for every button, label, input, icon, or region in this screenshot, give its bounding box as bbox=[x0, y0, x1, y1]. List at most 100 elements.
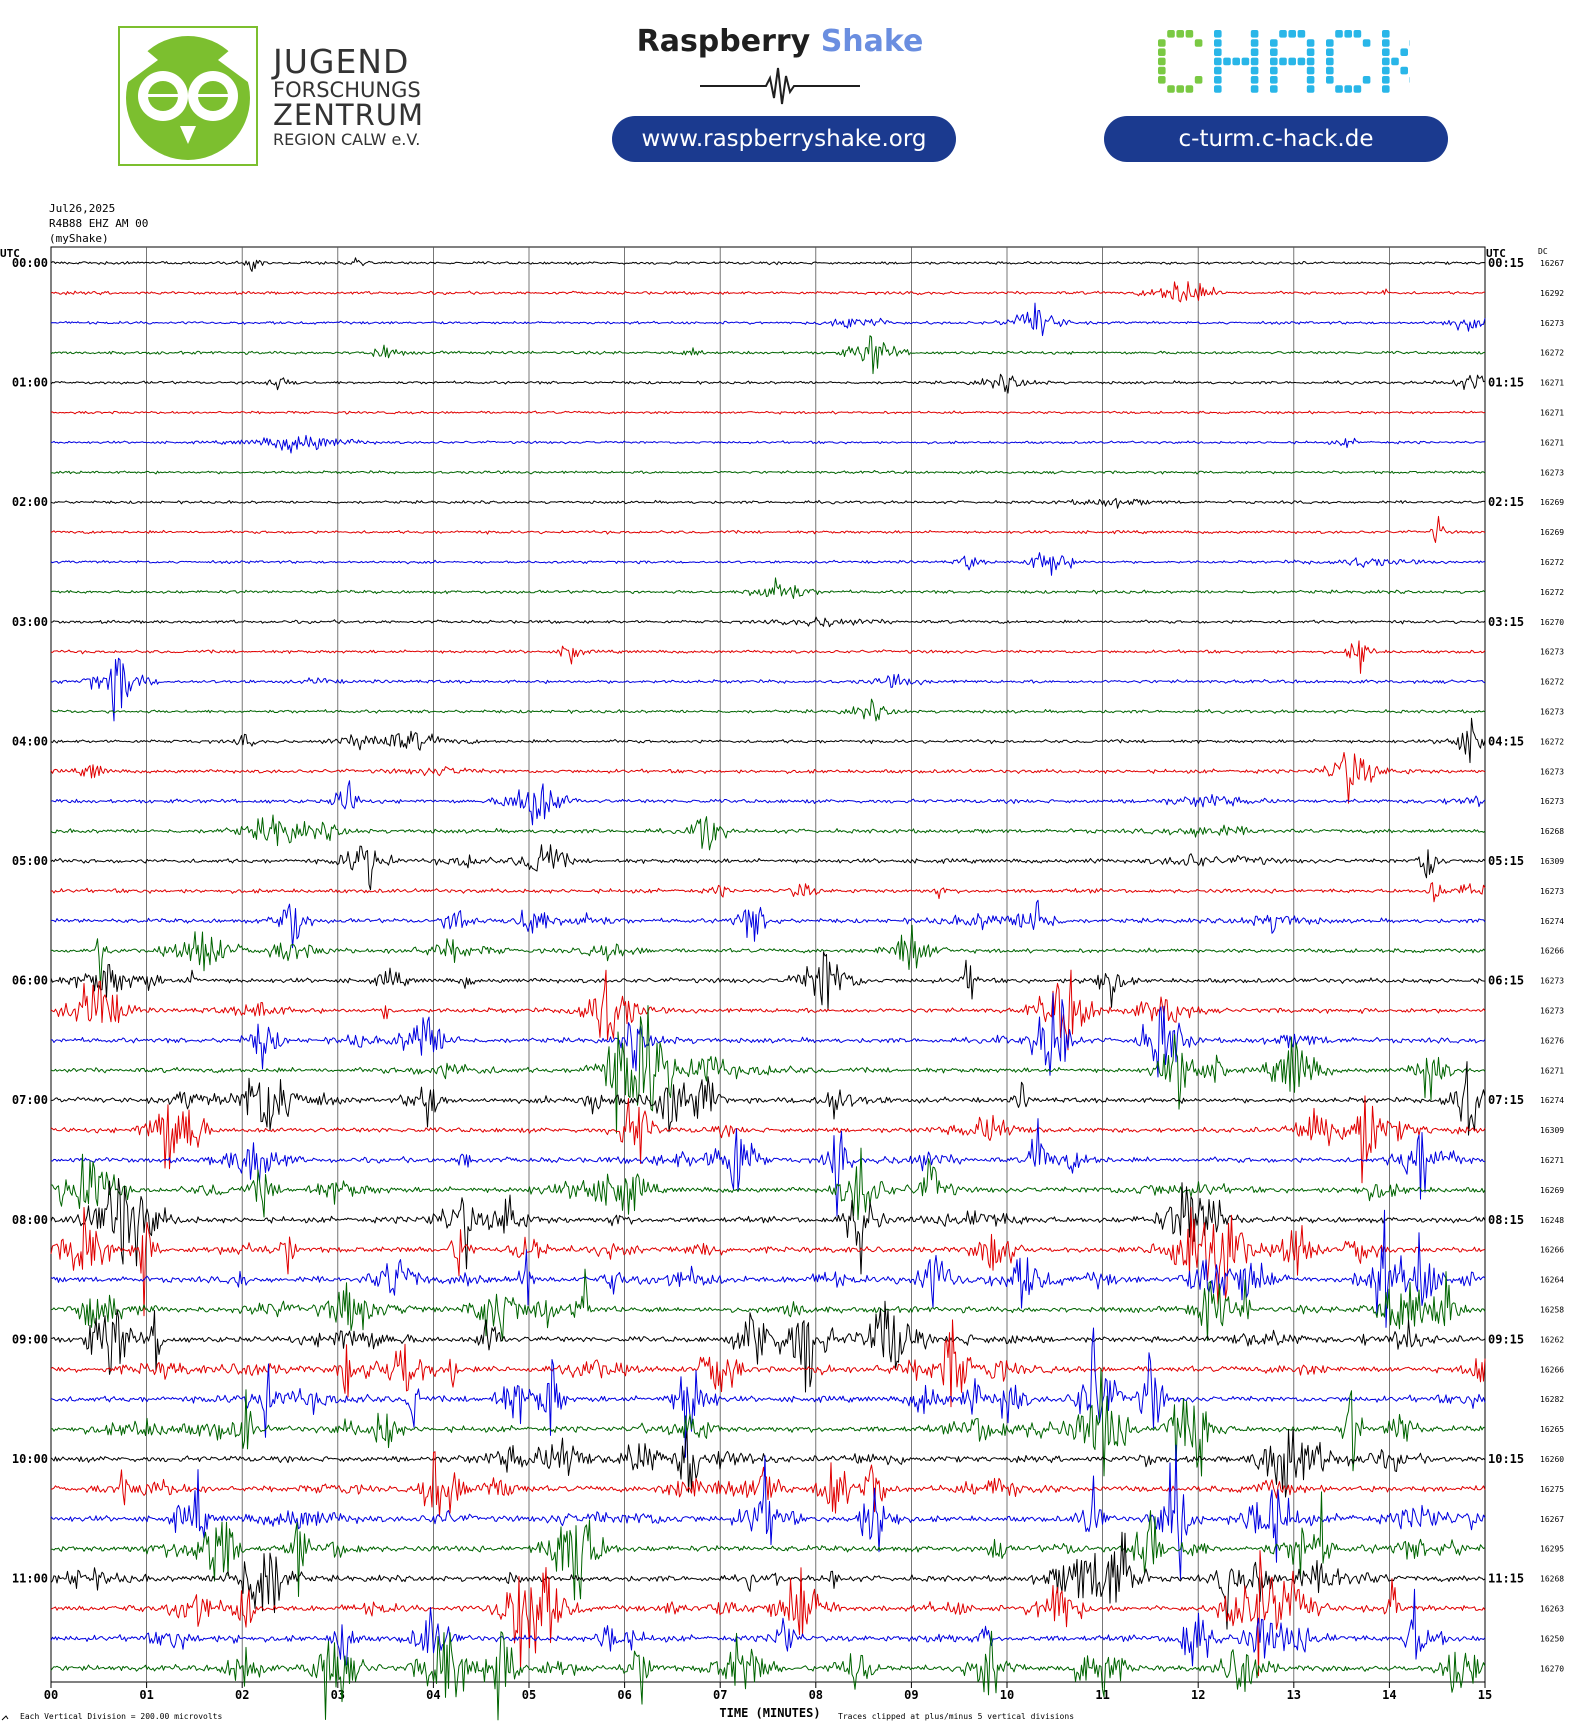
x-tick-label: 00 bbox=[44, 1688, 58, 1702]
chack-letter-1 bbox=[1214, 30, 1259, 93]
trace-45 bbox=[50, 1550, 1486, 1677]
dc-value: 16273 bbox=[1540, 977, 1564, 986]
dc-value: 16273 bbox=[1540, 468, 1564, 477]
jfz-logo: JUGEND FORSCHUNGS ZENTRUM REGION CALW e.… bbox=[118, 26, 423, 166]
footer-scale-note: Each Vertical Division = 200.00 microvol… bbox=[20, 1712, 222, 1721]
dc-value: 16271 bbox=[1540, 438, 1564, 447]
trace-20 bbox=[50, 844, 1486, 891]
dc-value: 16272 bbox=[1540, 558, 1564, 567]
raspberry-shake-logo: Raspberry Shake bbox=[600, 24, 960, 108]
hour-label-right: 06:15 bbox=[1488, 974, 1524, 988]
hour-label-left: 00:00 bbox=[12, 256, 48, 270]
trace-10 bbox=[50, 552, 1486, 576]
owl-emblem-icon bbox=[118, 26, 258, 166]
hour-label-left: 11:00 bbox=[12, 1572, 48, 1586]
dc-value: 16263 bbox=[1540, 1605, 1564, 1614]
x-tick-label: 09 bbox=[904, 1688, 918, 1702]
hour-label-right: 07:15 bbox=[1488, 1093, 1524, 1107]
right-axis-label: UTC bbox=[1486, 247, 1506, 260]
hour-label-left: 05:00 bbox=[12, 854, 48, 868]
trace-23 bbox=[50, 924, 1486, 989]
dc-value: 16275 bbox=[1540, 1485, 1564, 1494]
hour-label-left: 10:00 bbox=[12, 1452, 48, 1466]
dc-value: 16271 bbox=[1540, 1066, 1564, 1075]
hour-label-right: 11:15 bbox=[1488, 1572, 1524, 1586]
corner-glyph-icon bbox=[1, 1715, 9, 1721]
dc-value: 16271 bbox=[1540, 1156, 1564, 1165]
trace-8 bbox=[50, 497, 1486, 509]
trace-41 bbox=[50, 1451, 1486, 1517]
trace-33 bbox=[50, 1206, 1486, 1317]
trace-0 bbox=[50, 257, 1486, 272]
x-tick-label: 02 bbox=[235, 1688, 249, 1702]
plot-frame bbox=[50, 246, 1486, 1683]
hour-label-left: 07:00 bbox=[12, 1093, 48, 1107]
station-network: (myShake) bbox=[49, 232, 109, 245]
trace-31 bbox=[50, 1147, 1486, 1221]
dc-value: 16248 bbox=[1540, 1216, 1564, 1225]
trace-44 bbox=[50, 1531, 1486, 1630]
hour-label-left: 06:00 bbox=[12, 974, 48, 988]
chack-letter-4 bbox=[1382, 30, 1410, 93]
dc-value: 16273 bbox=[1540, 648, 1564, 657]
trace-46 bbox=[50, 1588, 1486, 1667]
hour-label-right: 05:15 bbox=[1488, 854, 1524, 868]
dc-value: 16276 bbox=[1540, 1036, 1564, 1045]
x-tick-label: 05 bbox=[522, 1688, 536, 1702]
trace-25 bbox=[50, 969, 1486, 1051]
dc-value: 16273 bbox=[1540, 1007, 1564, 1016]
x-tick-label: 15 bbox=[1478, 1688, 1492, 1702]
hour-label-right: 00:15 bbox=[1488, 256, 1524, 270]
org-name-line-1: JUGEND bbox=[273, 42, 410, 81]
rs-brand-text: Raspberry bbox=[636, 24, 811, 59]
dc-value: 16269 bbox=[1540, 1186, 1564, 1195]
station-channel: R4B88 EHZ AM 00 bbox=[49, 217, 149, 230]
dc-value: 16250 bbox=[1540, 1634, 1564, 1643]
trace-24 bbox=[50, 951, 1486, 1011]
trace-17 bbox=[50, 752, 1486, 804]
dc-value: 16264 bbox=[1540, 1276, 1564, 1285]
dc-value: 16274 bbox=[1540, 917, 1564, 926]
trace-22 bbox=[51, 899, 1486, 949]
hour-label-right: 08:15 bbox=[1488, 1213, 1524, 1227]
x-tick-label: 14 bbox=[1382, 1688, 1396, 1702]
trace-38 bbox=[50, 1327, 1486, 1458]
chack-url-link[interactable]: c-turm.c-hack.de bbox=[1104, 116, 1448, 162]
org-name-line-4: REGION CALW e.V. bbox=[273, 130, 421, 149]
x-tick-label: 04 bbox=[426, 1688, 440, 1702]
trace-18 bbox=[50, 780, 1486, 826]
trace-42 bbox=[50, 1444, 1486, 1580]
record-date: Jul26,2025 bbox=[49, 202, 116, 215]
dc-value: 16262 bbox=[1540, 1335, 1564, 1344]
dc-label: DC bbox=[1538, 247, 1548, 256]
hour-label-right: 10:15 bbox=[1488, 1452, 1524, 1466]
rs-brand-accent: Shake bbox=[820, 24, 924, 59]
trace-43 bbox=[50, 1491, 1486, 1601]
trace-9 bbox=[50, 515, 1486, 543]
raspberryshake-url-link[interactable]: www.raspberryshake.org bbox=[612, 116, 956, 162]
trace-39 bbox=[50, 1368, 1485, 1477]
dc-value: 16292 bbox=[1540, 289, 1564, 298]
trace-1 bbox=[50, 281, 1486, 303]
dc-value: 16270 bbox=[1540, 618, 1564, 627]
chack-letter-3 bbox=[1326, 30, 1371, 93]
x-tick-label: 07 bbox=[713, 1688, 727, 1702]
x-tick-label: 06 bbox=[617, 1688, 631, 1702]
hour-label-right: 04:15 bbox=[1488, 734, 1524, 748]
trace-3 bbox=[50, 335, 1486, 375]
dc-value: 16309 bbox=[1540, 1126, 1564, 1135]
hour-label-right: 03:15 bbox=[1488, 615, 1524, 629]
hour-label-right: 02:15 bbox=[1488, 495, 1524, 509]
trace-7 bbox=[50, 470, 1486, 475]
trace-36 bbox=[50, 1300, 1486, 1393]
trace-32 bbox=[50, 1178, 1486, 1275]
dc-value: 16267 bbox=[1540, 1515, 1564, 1524]
dc-value: 16272 bbox=[1540, 588, 1564, 597]
hour-label-left: 04:00 bbox=[12, 734, 48, 748]
dc-value: 16273 bbox=[1540, 319, 1564, 328]
left-axis-label: UTC bbox=[0, 247, 20, 260]
trace-4 bbox=[50, 373, 1486, 394]
x-tick-label: 11 bbox=[1095, 1688, 1109, 1702]
dc-value: 16272 bbox=[1540, 737, 1564, 746]
org-name-line-3: ZENTRUM bbox=[273, 98, 424, 132]
